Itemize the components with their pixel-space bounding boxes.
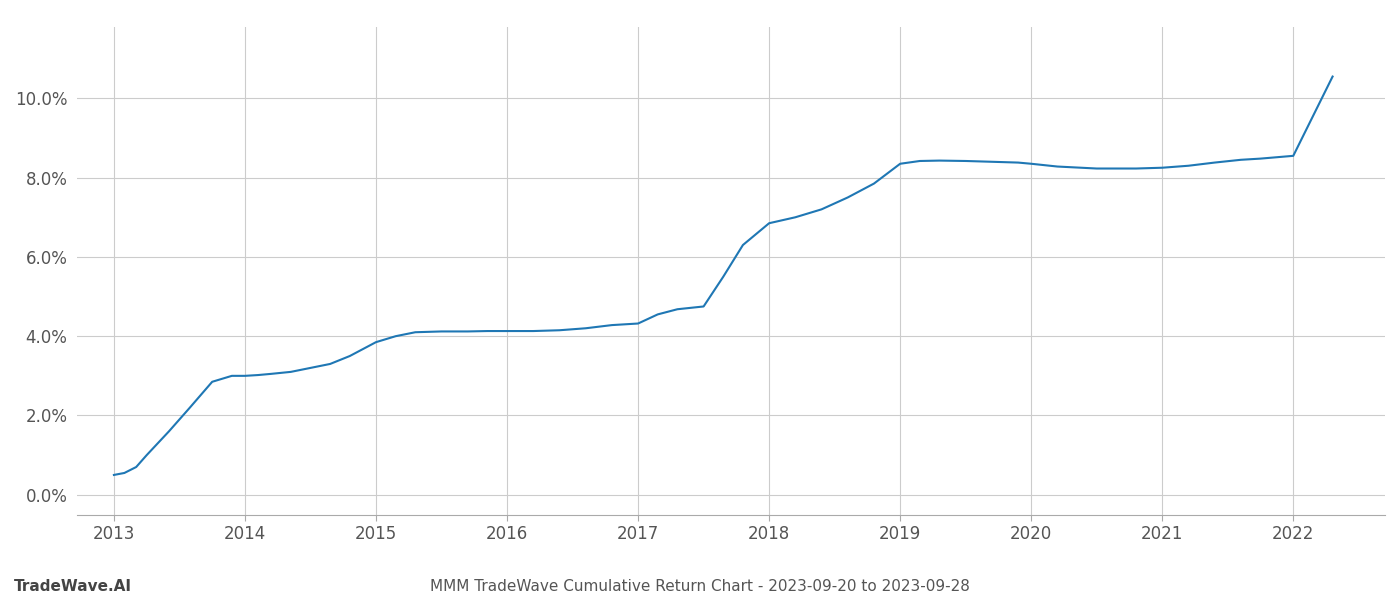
Text: MMM TradeWave Cumulative Return Chart - 2023-09-20 to 2023-09-28: MMM TradeWave Cumulative Return Chart - …: [430, 579, 970, 594]
Text: TradeWave.AI: TradeWave.AI: [14, 579, 132, 594]
